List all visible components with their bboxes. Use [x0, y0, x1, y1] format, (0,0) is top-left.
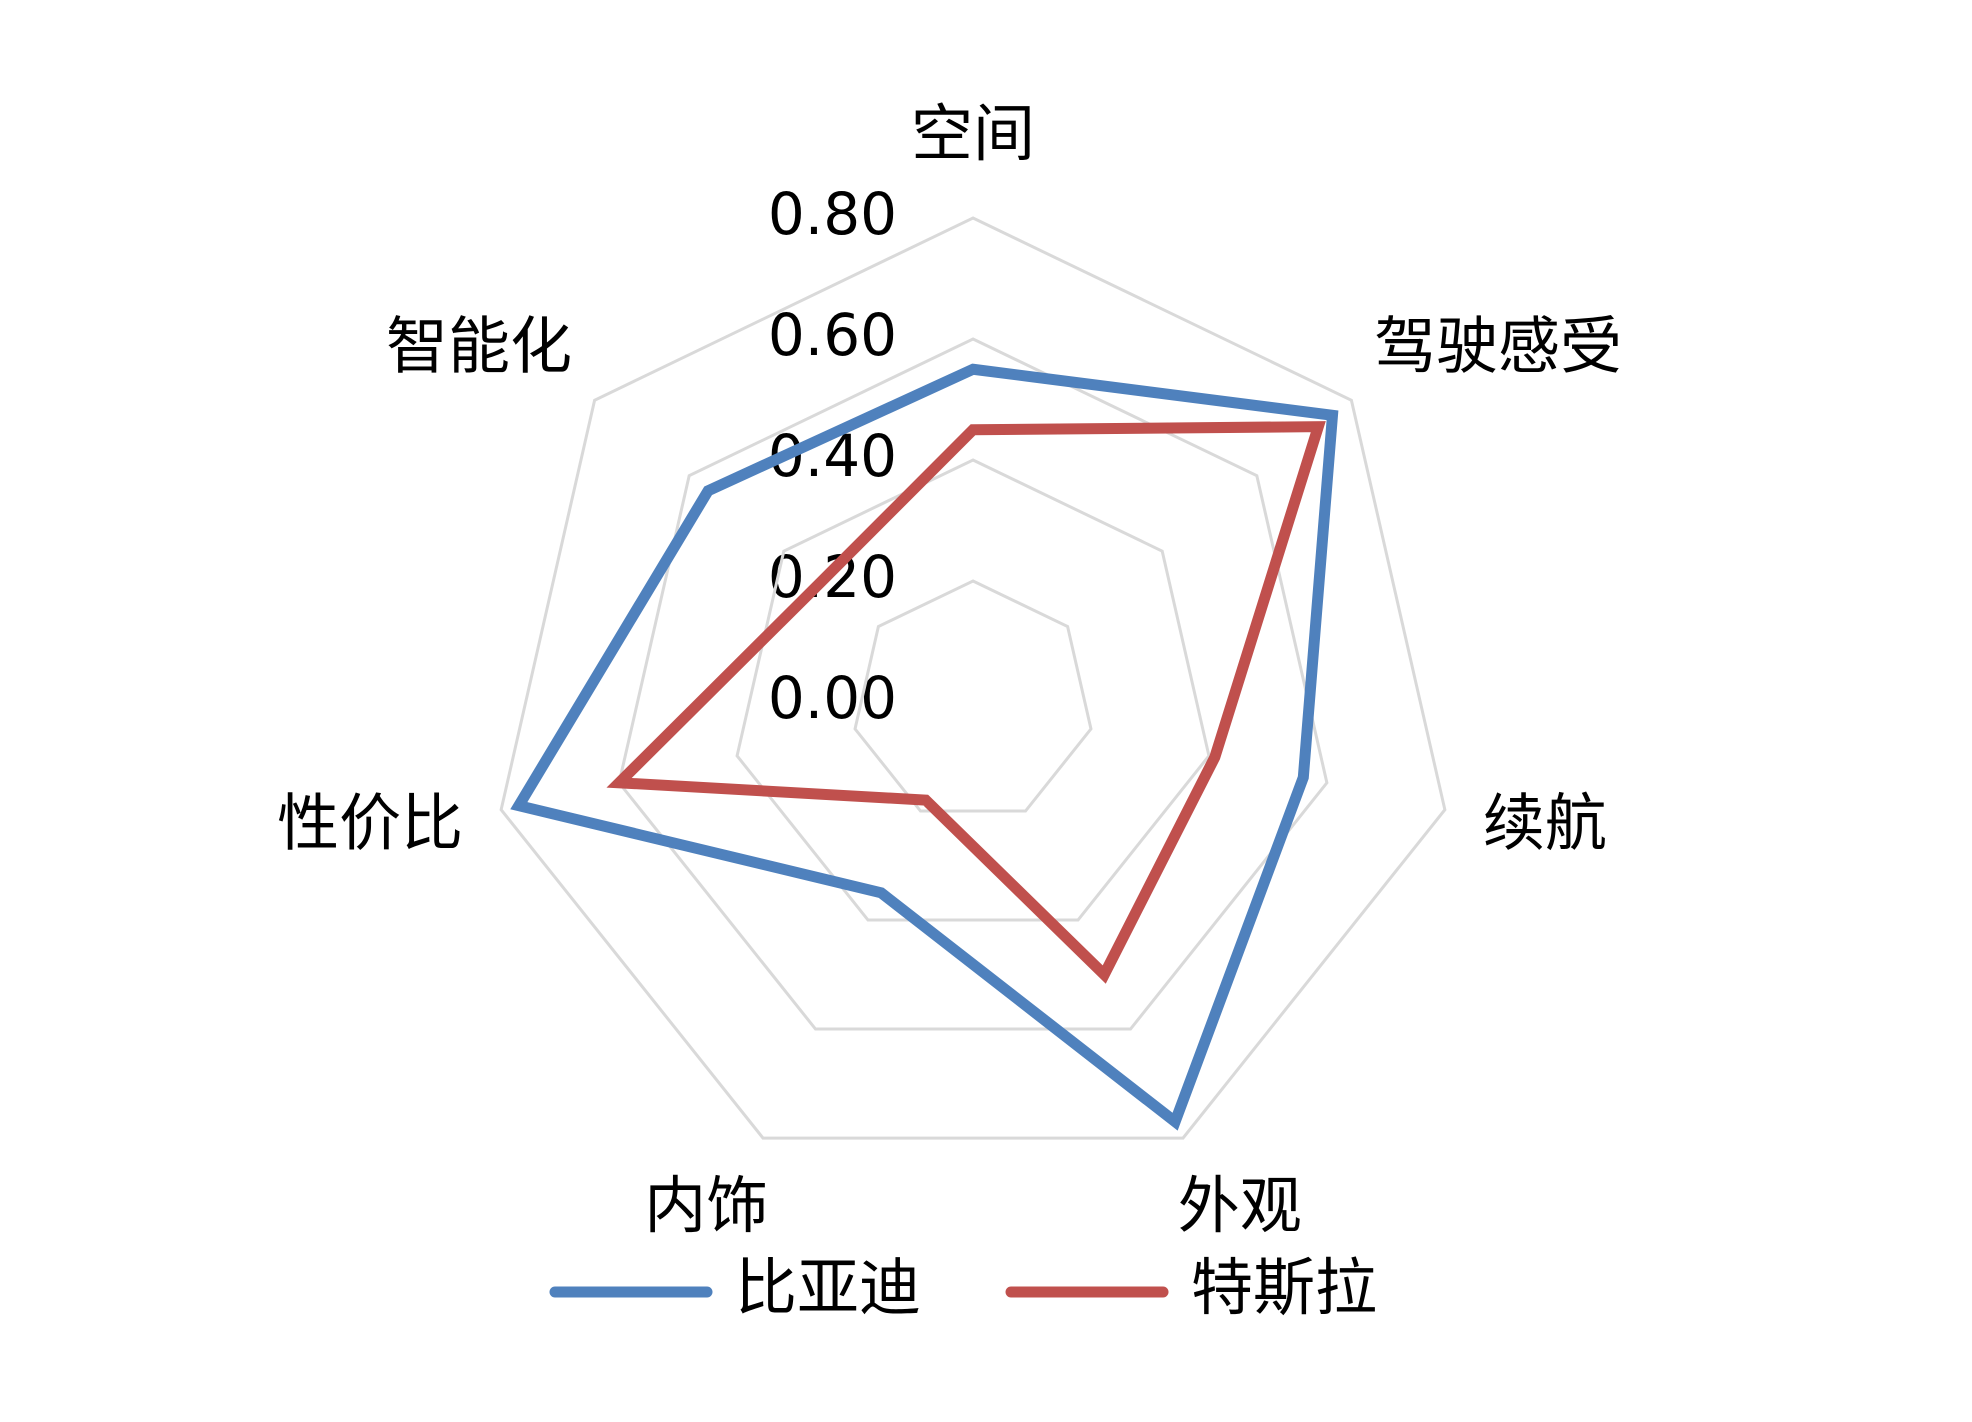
category-label: 续航	[1483, 787, 1607, 860]
category-label: 智能化	[386, 309, 572, 382]
series-line	[606, 421, 1326, 984]
grid-ring	[853, 579, 1093, 813]
category-label: 性价比	[277, 787, 463, 860]
y-tick-label: 0.00	[768, 664, 897, 732]
category-label: 驾驶感受	[1374, 309, 1622, 382]
grid-ring	[617, 337, 1329, 1031]
grid-ring	[499, 216, 1447, 1140]
y-tick-label: 0.60	[768, 301, 897, 369]
legend-label: 特斯拉	[1191, 1251, 1377, 1324]
y-tick-label: 0.80	[768, 180, 897, 248]
category-label: 空间	[911, 97, 1035, 170]
category-label: 内饰	[644, 1169, 768, 1242]
legend-label: 比亚迪	[735, 1251, 921, 1324]
series-line	[510, 363, 1339, 1131]
category-label: 外观	[1178, 1169, 1302, 1242]
grid-ring	[735, 458, 1211, 922]
